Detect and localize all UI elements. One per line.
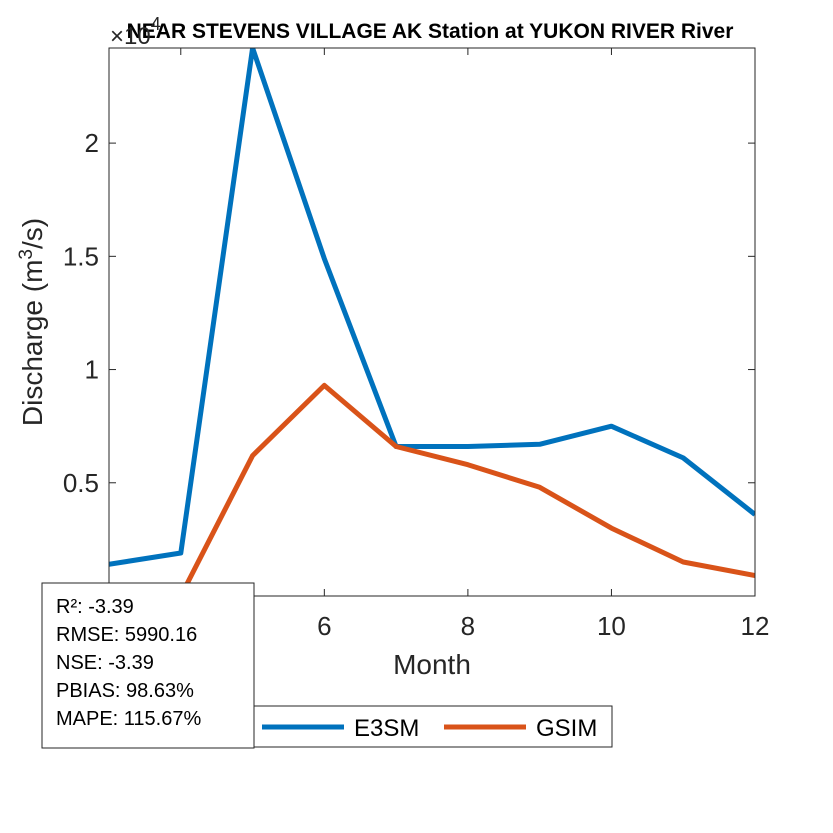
y-tick-label: 2	[85, 128, 99, 158]
chart-title: NEAR STEVENS VILLAGE AK Station at YUKON…	[127, 20, 734, 43]
stats-pbias: PBIAS: 98.63%	[56, 680, 194, 702]
stats-mape: MAPE: 115.67%	[56, 708, 201, 730]
stats-box-frame	[41, 582, 255, 749]
stats-r2: R²: -3.39	[56, 596, 134, 618]
series-line-e3sm	[109, 48, 755, 567]
legend-label-gsim: GSIM	[536, 715, 597, 742]
stats-rmse: RMSE: 5990.16	[56, 624, 197, 646]
plot-frame	[108, 47, 756, 597]
y-tick-label: 1.5	[63, 241, 99, 271]
x-tick-label: 8	[461, 611, 475, 641]
y-axis-label-sup: 3	[16, 249, 37, 260]
legend-label-e3sm: E3SM	[354, 715, 419, 742]
series-line-gsim	[109, 382, 755, 596]
x-tick-label: 6	[317, 611, 331, 641]
y-axis-label-main: Discharge (m	[17, 260, 48, 426]
x-tick-label: 10	[597, 611, 626, 641]
x-axis-label: Month	[393, 649, 471, 680]
x-tick-label: 12	[741, 611, 770, 641]
legend: E3SM GSIM	[249, 705, 613, 748]
y-axis-label-end: /s)	[17, 218, 48, 249]
tick-layer: 46810120.511.52	[63, 48, 770, 641]
y-exponent: ×104	[110, 14, 161, 50]
y-exponent-base: ×10	[110, 23, 151, 50]
y-axis-label: Discharge (m3/s)	[16, 218, 48, 426]
stats-box: R²: -3.39 RMSE: 5990.16 NSE: -3.39 PBIAS…	[41, 582, 255, 749]
y-tick-label: 1	[85, 355, 99, 385]
series-layer	[109, 48, 755, 596]
stats-nse: NSE: -3.39	[56, 652, 154, 674]
y-tick-label: 0.5	[63, 468, 99, 498]
y-exponent-power: 4	[151, 14, 161, 34]
